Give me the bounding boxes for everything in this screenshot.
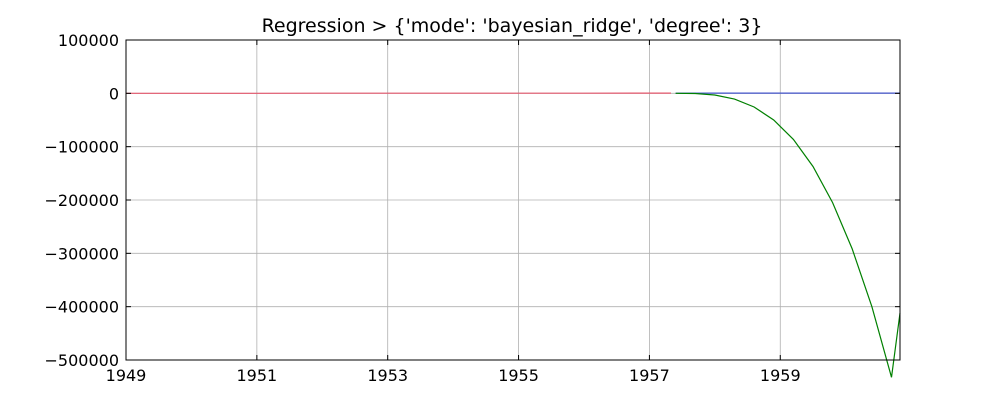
chart-title: Regression > {'mode': 'bayesian_ridge', …	[262, 15, 763, 37]
x-tick-label: 1957	[629, 366, 670, 385]
x-tick-label: 1953	[367, 366, 408, 385]
y-tick-label: −400000	[45, 298, 119, 317]
y-tick-label: 100000	[58, 31, 119, 50]
y-tick-label: 0	[109, 84, 119, 103]
y-tick-label: −500000	[45, 351, 119, 370]
x-tick-label: 1955	[498, 366, 539, 385]
x-tick-label: 1951	[236, 366, 277, 385]
x-tick-label: 1959	[760, 366, 801, 385]
grid	[126, 40, 900, 360]
y-tick-label: −300000	[45, 244, 119, 263]
y-tick-label: −100000	[45, 138, 119, 157]
series-layer	[126, 93, 900, 377]
y-tick-label: −200000	[45, 191, 119, 210]
series-line-3	[676, 93, 900, 377]
